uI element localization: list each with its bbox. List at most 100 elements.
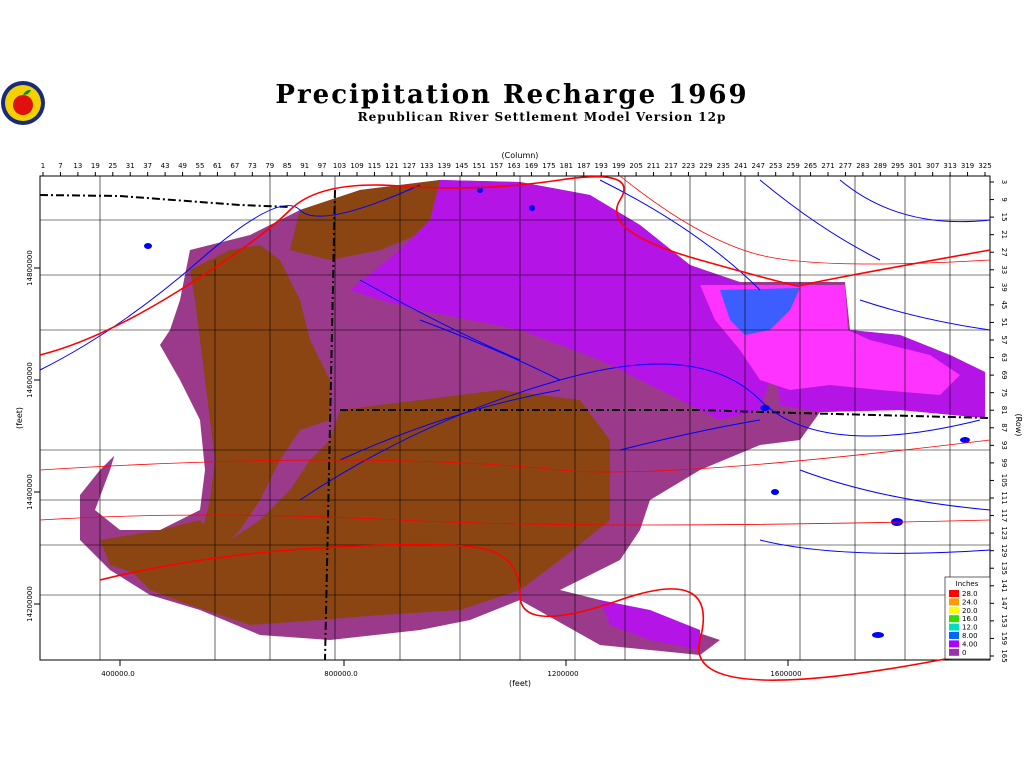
row-tick-label: 159 bbox=[1000, 632, 1008, 645]
column-tick-label: 193 bbox=[595, 162, 608, 170]
column-tick-label: 91 bbox=[300, 162, 309, 170]
recharge-zones bbox=[80, 180, 985, 655]
y-tick-label: 14200000 bbox=[26, 586, 34, 622]
row-tick-label: 165 bbox=[1000, 649, 1008, 662]
y-axis-label: (feet) bbox=[15, 407, 24, 429]
row-tick-label: 33 bbox=[1000, 265, 1008, 274]
legend-label: 16.0 bbox=[962, 615, 978, 623]
column-tick-label: 145 bbox=[455, 162, 468, 170]
legend-label: 28.0 bbox=[962, 590, 978, 598]
x-tick-label: 1200000 bbox=[547, 670, 578, 678]
column-tick-label: 187 bbox=[577, 162, 590, 170]
column-tick-label: 103 bbox=[333, 162, 346, 170]
column-tick-label: 85 bbox=[283, 162, 292, 170]
row-tick-label: 87 bbox=[1000, 423, 1008, 432]
basin-low-zone-southwest bbox=[100, 520, 220, 575]
column-tick-label: 325 bbox=[978, 162, 991, 170]
legend-label: 8.00 bbox=[962, 632, 978, 640]
column-tick-label: 61 bbox=[213, 162, 222, 170]
legend-label: 24.0 bbox=[962, 598, 978, 606]
y-tick-label: 14800000 bbox=[26, 250, 34, 286]
column-tick-label: 67 bbox=[230, 162, 239, 170]
row-tick-label: 21 bbox=[1000, 230, 1008, 239]
column-tick-label: 13 bbox=[73, 162, 82, 170]
column-tick-label: 217 bbox=[664, 162, 677, 170]
column-tick-label: 25 bbox=[108, 162, 117, 170]
row-tick-label: 9 bbox=[1000, 197, 1008, 201]
legend-title: Inches bbox=[956, 580, 979, 588]
x-tick-label: 800000.0 bbox=[324, 670, 357, 678]
legend-swatch bbox=[949, 648, 959, 656]
column-tick-label: 109 bbox=[350, 162, 363, 170]
row-tick-label: 111 bbox=[1000, 491, 1008, 504]
column-tick-label: 115 bbox=[368, 162, 381, 170]
x-axis: 400000.0 800000.0 1200000 1600000 bbox=[101, 660, 802, 678]
y-axis: 14800000 14600000 14400000 14200000 bbox=[26, 250, 40, 622]
basin-max-zone bbox=[720, 288, 800, 335]
x-tick-label: 1600000 bbox=[770, 670, 801, 678]
row-tick-label: 27 bbox=[1000, 248, 1008, 257]
column-tick-label: 1 bbox=[41, 162, 45, 170]
legend-swatch bbox=[949, 632, 959, 639]
column-tick-label: 127 bbox=[403, 162, 416, 170]
column-tick-label: 163 bbox=[507, 162, 520, 170]
column-tick-label: 157 bbox=[490, 162, 503, 170]
row-tick-label: 99 bbox=[1000, 458, 1008, 467]
row-tick-label: 147 bbox=[1000, 597, 1008, 610]
row-tick-label: 57 bbox=[1000, 336, 1008, 345]
column-tick-label: 139 bbox=[438, 162, 451, 170]
column-tick-label: 235 bbox=[717, 162, 730, 170]
column-tick-label: 301 bbox=[909, 162, 922, 170]
legend-swatch bbox=[949, 606, 959, 614]
column-tick-label: 97 bbox=[318, 162, 327, 170]
legend-label: 0 bbox=[962, 649, 966, 657]
legend-swatch bbox=[949, 623, 959, 631]
row-axis-label: (Row) bbox=[1014, 414, 1023, 437]
row-tick-label: 51 bbox=[1000, 318, 1008, 327]
column-tick-label: 55 bbox=[196, 162, 205, 170]
column-tick-label: 73 bbox=[248, 162, 257, 170]
column-tick-label: 271 bbox=[821, 162, 834, 170]
basin-low-zone-south bbox=[130, 390, 610, 625]
legend: Inches 28.024.020.016.012.08.004.000 bbox=[944, 576, 991, 660]
column-tick-label: 7 bbox=[58, 162, 62, 170]
row-tick-label: 135 bbox=[1000, 562, 1008, 575]
column-tick-label: 223 bbox=[682, 162, 695, 170]
row-tick-label: 63 bbox=[1000, 353, 1008, 362]
x-axis-label: (feet) bbox=[509, 679, 531, 688]
column-tick-label: 319 bbox=[961, 162, 974, 170]
reservoirs bbox=[144, 187, 970, 638]
x-tick-label: 400000.0 bbox=[101, 670, 134, 678]
page-title: Precipitation Recharge 1969 bbox=[275, 80, 749, 110]
column-tick-label: 289 bbox=[874, 162, 887, 170]
y-tick-label: 14400000 bbox=[26, 474, 34, 510]
agency-logo-icon bbox=[1, 81, 45, 125]
column-tick-label: 277 bbox=[839, 162, 852, 170]
row-tick-label: 81 bbox=[1000, 406, 1008, 415]
column-axis: 1 7 13 19 25 31 37 43 49 55 61 67 73 79 85 91 97 103 109 11… bbox=[41, 162, 992, 176]
row-tick-label: 3 bbox=[1000, 180, 1008, 184]
column-tick-label: 199 bbox=[612, 162, 625, 170]
legend-label: 12.0 bbox=[962, 624, 978, 632]
column-tick-label: 121 bbox=[385, 162, 398, 170]
row-tick-label: 45 bbox=[1000, 300, 1008, 309]
legend-swatch bbox=[949, 640, 959, 648]
legend-swatch bbox=[949, 615, 959, 623]
basin-high-zone bbox=[350, 180, 770, 420]
county-lines bbox=[40, 176, 990, 660]
column-tick-label: 211 bbox=[647, 162, 660, 170]
y-tick-label: 14600000 bbox=[26, 362, 34, 398]
row-tick-label: 69 bbox=[1000, 371, 1008, 380]
row-tick-label: 129 bbox=[1000, 544, 1008, 557]
row-tick-label: 93 bbox=[1000, 441, 1008, 450]
legend-swatch bbox=[949, 598, 959, 606]
row-tick-label: 123 bbox=[1000, 526, 1008, 539]
row-tick-label: 75 bbox=[1000, 388, 1008, 397]
column-tick-label: 43 bbox=[161, 162, 170, 170]
legend-swatch bbox=[949, 590, 959, 597]
legend-label: 20.0 bbox=[962, 607, 978, 615]
row-tick-label: 105 bbox=[1000, 474, 1008, 487]
column-tick-label: 169 bbox=[525, 162, 538, 170]
column-tick-label: 49 bbox=[178, 162, 187, 170]
